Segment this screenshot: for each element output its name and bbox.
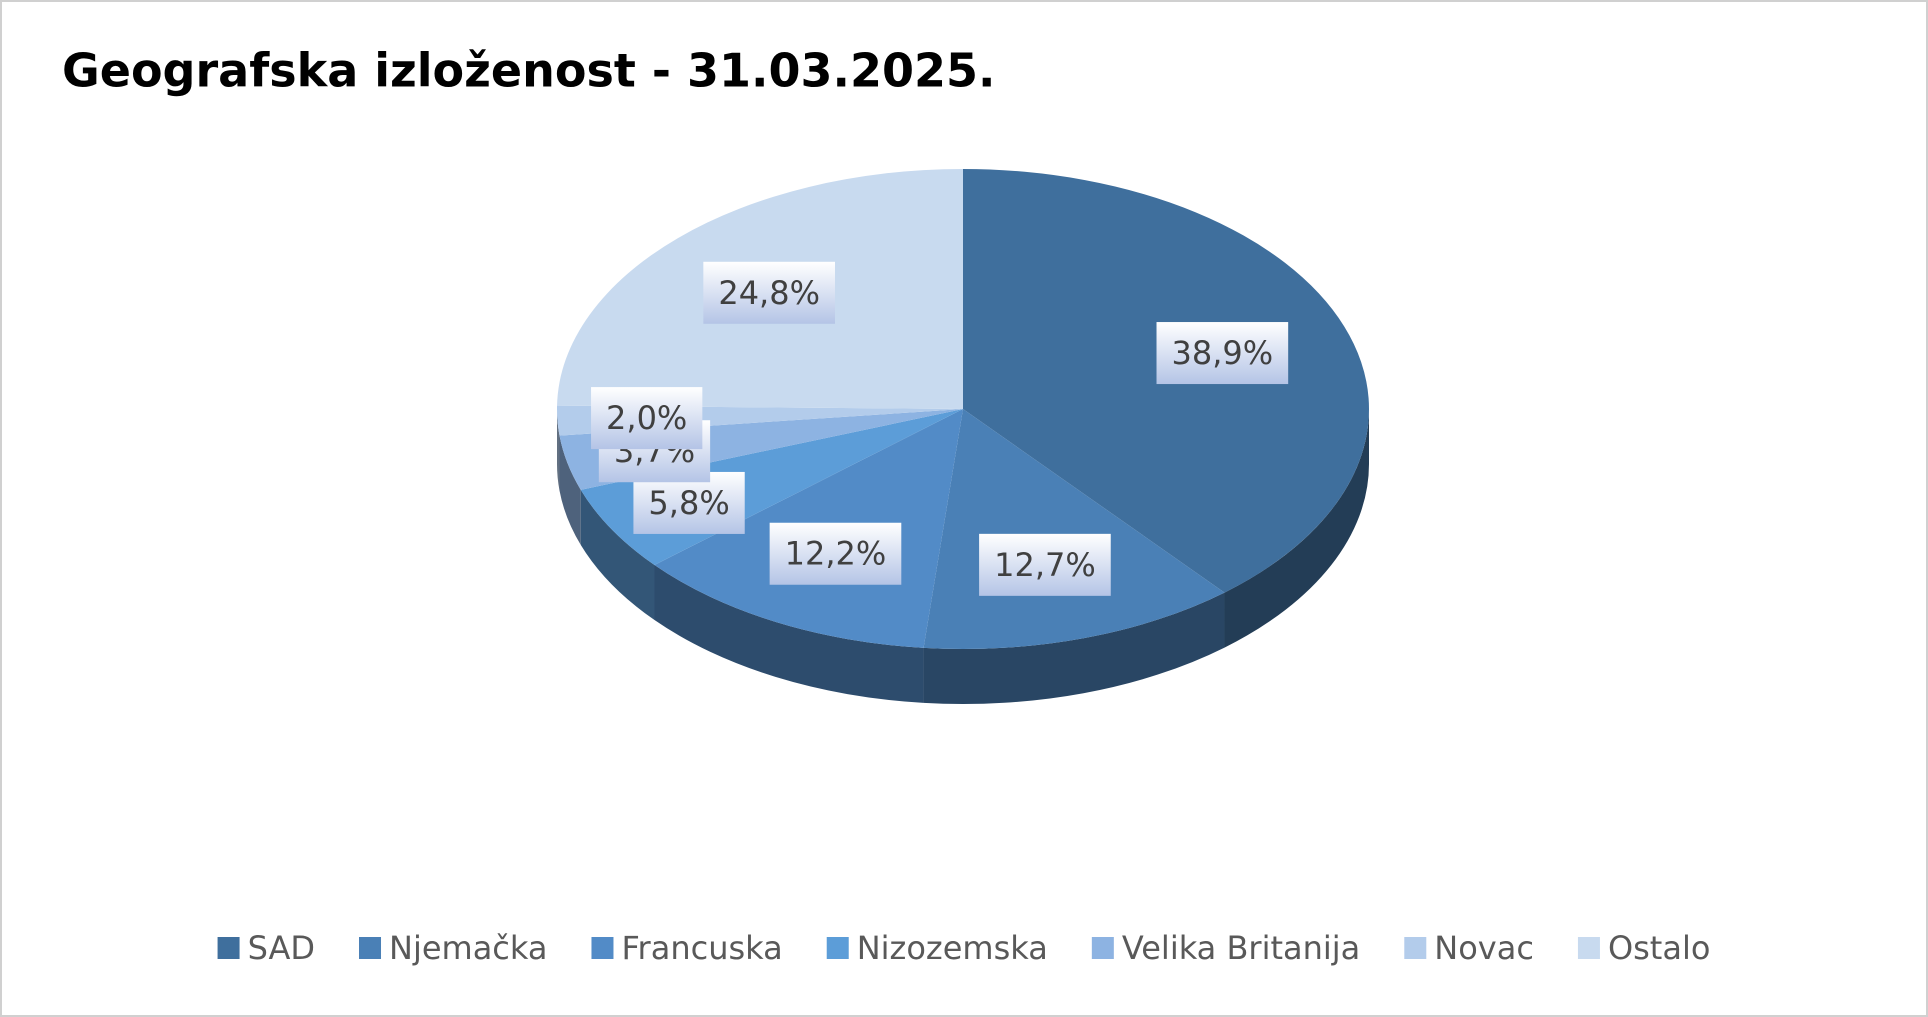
legend-swatch — [1404, 937, 1427, 959]
slice-side — [1224, 409, 1369, 648]
data-label-box — [979, 533, 1111, 596]
legend-label: Nizozemska — [857, 929, 1048, 967]
slice-side — [923, 592, 1225, 704]
data-label: 38,9% — [1156, 322, 1289, 385]
slice-side — [580, 489, 655, 621]
chart-title: Geografska izloženost - 31.03.2025. — [62, 44, 995, 98]
legend-label: Ostalo — [1608, 929, 1710, 967]
data-label: 2,0% — [591, 387, 703, 450]
legend-label: Francuska — [621, 929, 782, 967]
data-label-text: 12,2% — [785, 535, 887, 573]
data-label-box — [633, 471, 745, 534]
legend-swatch — [217, 937, 240, 959]
data-label-text: 38,9% — [1172, 334, 1274, 372]
legend-swatch — [1091, 937, 1114, 959]
slice-side — [654, 565, 924, 703]
legend-swatch — [591, 937, 614, 959]
data-label-text: 24,8% — [718, 274, 820, 312]
data-label: 12,7% — [979, 533, 1111, 596]
data-label-text: 5,8% — [648, 484, 729, 522]
data-label-box — [1156, 322, 1289, 385]
legend: SAD Njemačka Francuska Nizozemska Velika Bri… — [217, 929, 1710, 967]
slice-side — [557, 409, 560, 491]
legend-label: SAD — [248, 929, 315, 967]
data-label: 12,2% — [769, 522, 902, 585]
data-label: 5,8% — [633, 471, 745, 534]
data-label-text: 2,0% — [606, 399, 687, 437]
data-label-text: 12,7% — [994, 546, 1096, 584]
slice-side — [559, 435, 581, 545]
legend-swatch — [1577, 937, 1600, 959]
data-label-box — [769, 522, 902, 585]
legend-swatch — [359, 937, 382, 959]
legend-label: Velika Britanija — [1122, 929, 1360, 967]
data-label: 24,8% — [703, 261, 835, 324]
legend-swatch — [826, 937, 849, 959]
legend-label: Novac — [1434, 929, 1534, 967]
data-label-box — [703, 261, 835, 324]
legend-label: Njemačka — [389, 929, 547, 967]
data-label-box — [591, 387, 703, 450]
